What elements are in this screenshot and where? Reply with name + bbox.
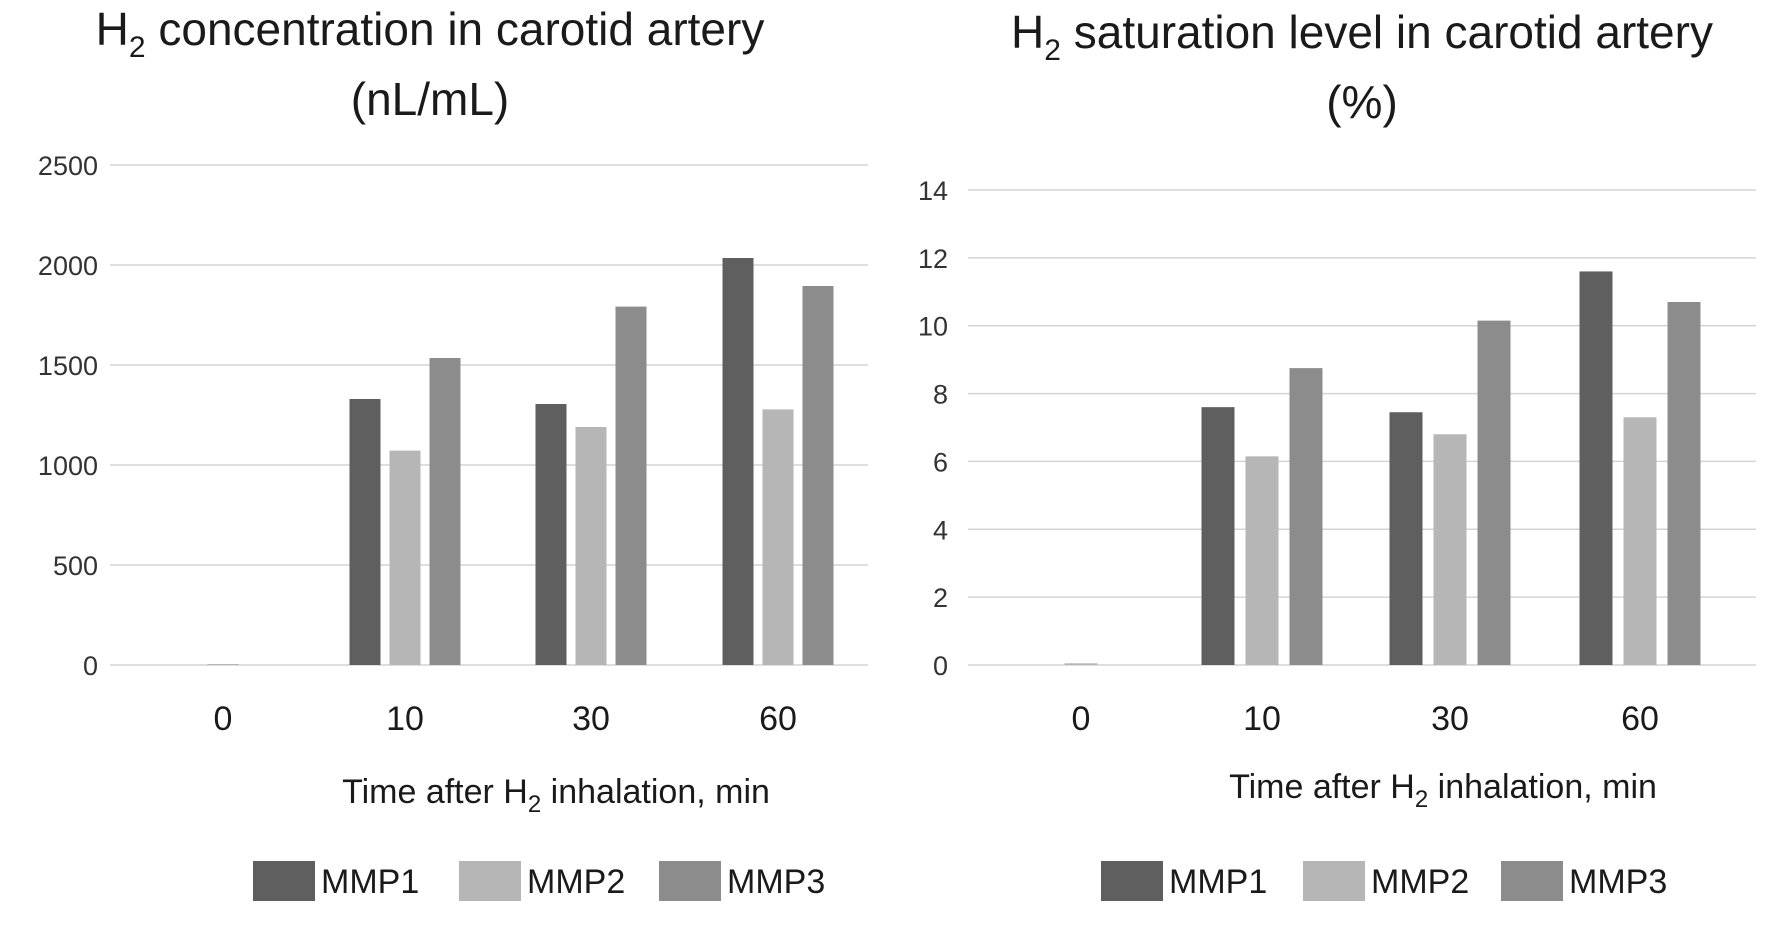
- bar-mmp2-10: [1245, 456, 1279, 665]
- x-tick-label: 60: [759, 700, 797, 738]
- y-tick-label: 14: [918, 176, 948, 206]
- legend-label-mmp2: MMP2: [527, 863, 625, 901]
- y-tick-label: 4: [933, 515, 948, 545]
- chart-title: H2 saturation level in carotid artery: [1011, 6, 1713, 67]
- x-tick-label: 0: [1072, 700, 1091, 738]
- chart-h2-concentration: H2 concentration in carotid artery (nL/m…: [38, 3, 868, 901]
- x-tick-label: 10: [386, 700, 424, 738]
- bar-mmp1-10: [349, 399, 381, 665]
- bar-mmp3-60: [1667, 301, 1701, 665]
- bar-mmp2-0: [1064, 663, 1098, 665]
- x-axis-label: Time after H2 inhalation, min: [342, 773, 770, 818]
- x-axis-categories: 0 10 30 60: [1072, 700, 1659, 738]
- y-axis-ticks: 0 500 1000 1500 2000 2500: [38, 151, 98, 681]
- bar-mmp2-60: [762, 409, 794, 665]
- legend-swatch-mmp3: [1501, 861, 1563, 901]
- x-axis-label: Time after H2 inhalation, min: [1229, 768, 1657, 813]
- y-tick-label: 10: [918, 312, 948, 342]
- bar-mmp2-0: [207, 664, 239, 665]
- bar-mmp2-30: [575, 427, 607, 665]
- bar-mmp2-30: [1433, 434, 1467, 665]
- y-tick-label: 0: [83, 651, 98, 681]
- bars: [1064, 271, 1701, 665]
- bar-mmp1-10: [1201, 407, 1235, 665]
- legend-swatch-mmp1: [253, 861, 315, 901]
- bar-mmp3-60: [802, 286, 834, 665]
- legend: MMP1 MMP2 MMP3: [253, 861, 825, 901]
- legend-swatch-mmp2: [1303, 861, 1365, 901]
- y-tick-label: 0: [933, 651, 948, 681]
- y-tick-label: 1500: [38, 351, 98, 381]
- legend-label-mmp1: MMP1: [321, 863, 419, 901]
- legend-swatch-mmp1: [1101, 861, 1163, 901]
- gridlines: [110, 164, 868, 666]
- x-tick-label: 30: [572, 700, 610, 738]
- bar-mmp2-60: [1623, 417, 1657, 665]
- y-axis-ticks: 0 2 4 6 8 10 12 14: [918, 176, 948, 681]
- legend-swatch-mmp2: [459, 861, 521, 901]
- y-tick-label: 1000: [38, 451, 98, 481]
- bar-mmp2-10: [389, 450, 421, 665]
- bar-mmp3-10: [429, 358, 461, 665]
- y-tick-label: 12: [918, 244, 948, 274]
- bars: [207, 258, 834, 665]
- bar-mmp3-10: [1289, 368, 1323, 665]
- x-tick-label: 60: [1621, 700, 1659, 738]
- chart-title-line2: (nL/mL): [351, 73, 509, 125]
- y-tick-label: 2: [933, 583, 948, 613]
- legend-label-mmp3: MMP3: [727, 863, 825, 901]
- legend-swatch-mmp3: [659, 861, 721, 901]
- legend-label-mmp1: MMP1: [1169, 863, 1267, 901]
- bar-mmp3-30: [1477, 320, 1511, 665]
- x-tick-label: 30: [1431, 700, 1469, 738]
- x-tick-label: 0: [214, 700, 233, 738]
- legend-label-mmp2: MMP2: [1371, 863, 1469, 901]
- bar-mmp1-60: [1579, 271, 1613, 665]
- y-tick-label: 6: [933, 447, 948, 477]
- chart-h2-saturation: H2 saturation level in carotid artery (%…: [918, 6, 1756, 901]
- y-tick-label: 500: [53, 551, 98, 581]
- y-tick-label: 8: [933, 380, 948, 410]
- chart-title: H2 concentration in carotid artery: [96, 3, 765, 64]
- y-tick-label: 2500: [38, 151, 98, 181]
- bar-mmp1-30: [535, 404, 567, 665]
- x-axis-categories: 0 10 30 60: [214, 700, 797, 738]
- y-tick-label: 2000: [38, 251, 98, 281]
- legend: MMP1 MMP2 MMP3: [1101, 861, 1667, 901]
- bar-mmp3-30: [615, 306, 647, 665]
- bar-mmp1-60: [722, 258, 754, 665]
- bar-mmp1-30: [1389, 412, 1423, 665]
- x-tick-label: 10: [1243, 700, 1281, 738]
- chart-title-line2: (%): [1326, 76, 1398, 128]
- legend-label-mmp3: MMP3: [1569, 863, 1667, 901]
